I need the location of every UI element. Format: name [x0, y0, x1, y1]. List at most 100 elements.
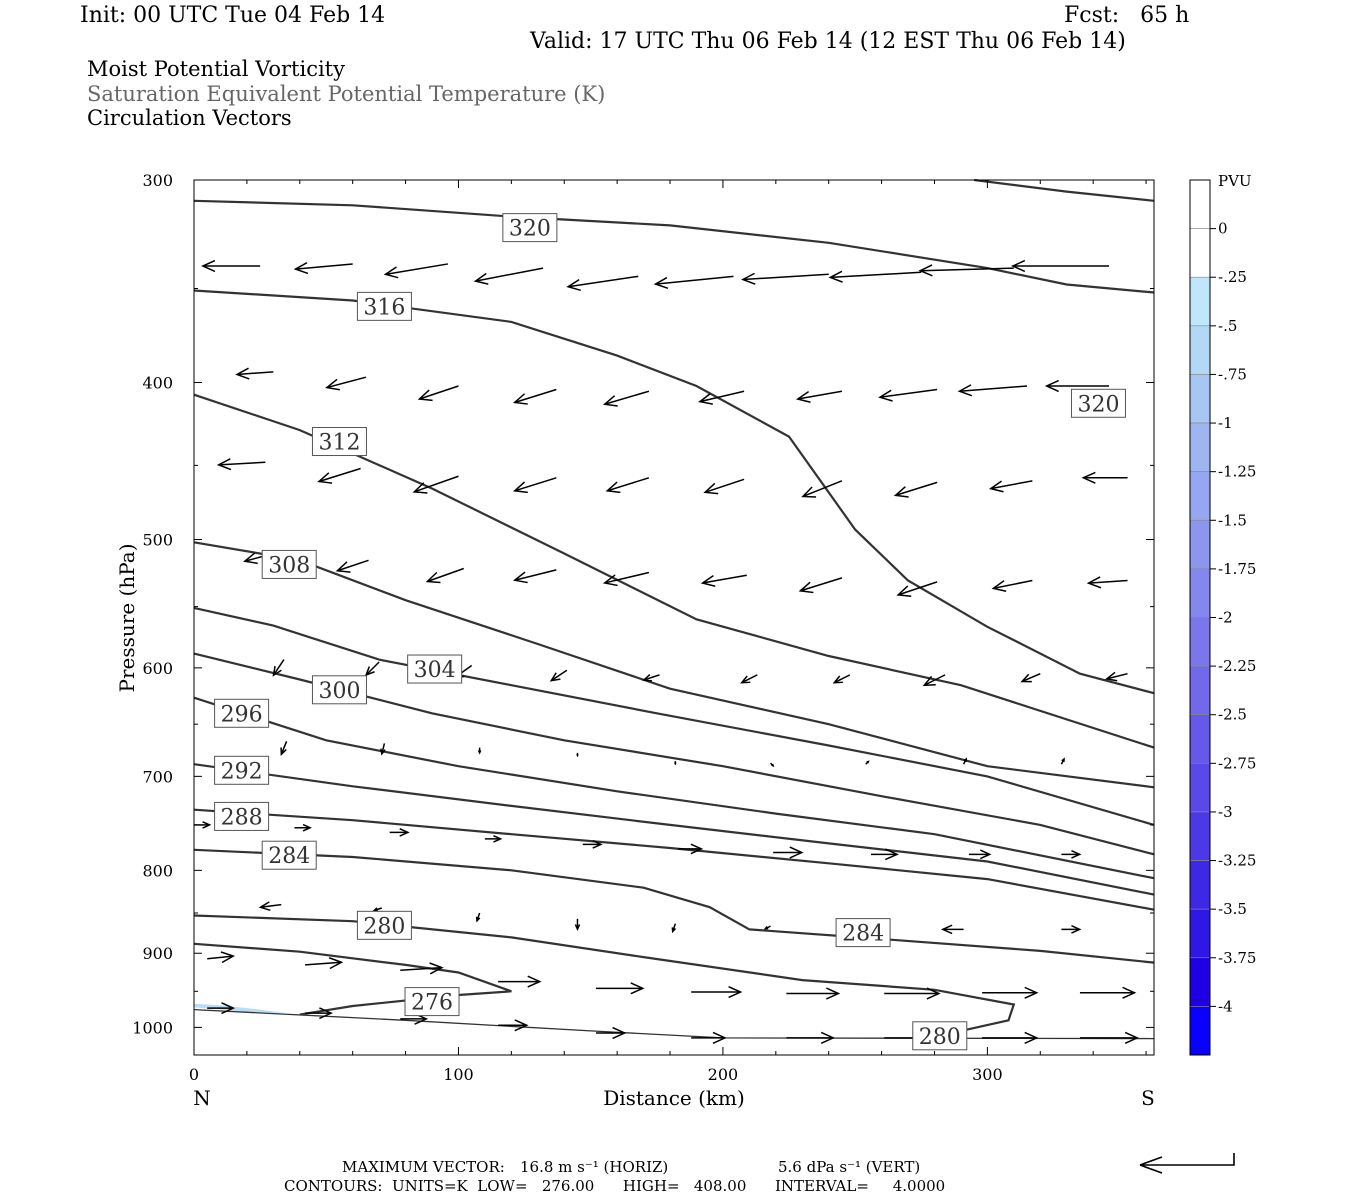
- vector-shaft: [272, 659, 285, 676]
- vector-head: [740, 675, 751, 684]
- vector-head: [795, 390, 811, 403]
- vector-head: [425, 571, 441, 584]
- vector-head: [980, 849, 992, 860]
- vector-shaft: [1088, 579, 1128, 584]
- vector-shaft: [643, 674, 660, 681]
- vector-shaft: [655, 275, 734, 285]
- vector-head: [242, 552, 258, 565]
- contour-layer: [193, 178, 1155, 1040]
- circulation-vector: [602, 390, 650, 407]
- theta-es-contour: [193, 606, 1155, 826]
- colorbar-label: -2.5: [1218, 706, 1247, 724]
- vector-head: [918, 264, 933, 277]
- vector-shaft: [567, 275, 639, 288]
- vector-head: [235, 367, 250, 380]
- vector-head: [878, 389, 893, 402]
- circulation-vector: [1020, 673, 1041, 683]
- vector-head: [1061, 757, 1065, 762]
- vector-head: [317, 472, 333, 484]
- theta-es-contour: [974, 178, 1155, 202]
- circulation-vector: [425, 567, 465, 584]
- circulation-vector: [216, 458, 266, 471]
- forecast-hour: Fcst: 65 h: [1064, 3, 1190, 28]
- vector-shaft: [236, 371, 274, 376]
- colorbar-bin: [1189, 811, 1211, 861]
- vector-head: [653, 276, 669, 290]
- vector-shaft: [218, 461, 266, 466]
- circulation-vector: [372, 907, 383, 912]
- vector-head: [280, 747, 287, 757]
- vector-head: [798, 581, 814, 594]
- circulation-vector: [741, 272, 829, 285]
- vector-shaft: [207, 955, 234, 960]
- contour-label: 296: [221, 702, 263, 727]
- circulation-vector: [498, 975, 542, 988]
- circulation-vector: [896, 581, 938, 597]
- vector-layer: [194, 259, 1139, 1044]
- circulation-vector: [484, 835, 503, 843]
- circulation-vector: [498, 1019, 529, 1032]
- colorbar-bin: [1189, 422, 1211, 472]
- vector-head: [202, 821, 212, 829]
- circulation-vector: [795, 390, 843, 403]
- colorbar-bin: [1189, 1006, 1211, 1056]
- contour-label-layer: 3203203163123083043002962922882842842802…: [214, 213, 1126, 1051]
- circulation-vector: [653, 275, 734, 290]
- circulation-vector: [918, 264, 1014, 277]
- contour-label-box: [214, 698, 270, 728]
- vector-head: [417, 389, 433, 402]
- y-tick-label: 400: [142, 373, 173, 392]
- field-title-theta-es: Saturation Equivalent Potential Temperat…: [87, 82, 606, 106]
- vector-shaft: [1021, 673, 1041, 683]
- circulation-vector: [763, 925, 771, 930]
- vector-shaft: [419, 385, 459, 400]
- contour-label-box: [311, 675, 367, 705]
- circulation-vector: [671, 923, 677, 934]
- circulation-vector: [703, 478, 745, 495]
- vector-head: [826, 987, 841, 1000]
- vector-shaft: [607, 477, 650, 492]
- vector-head: [630, 982, 645, 995]
- colorbar-bin: [1189, 763, 1211, 813]
- reference-vector: [1139, 1153, 1235, 1174]
- circulation-vector: [412, 475, 459, 494]
- vector-shaft: [514, 569, 557, 581]
- vector-shaft: [400, 966, 442, 971]
- vector-head: [272, 665, 282, 677]
- vector-head: [674, 762, 677, 766]
- circulation-vector: [235, 367, 274, 380]
- circulation-vector: [512, 477, 557, 494]
- y-tick-label: 600: [142, 659, 173, 678]
- vector-head: [293, 262, 309, 275]
- colorbar-bin: [1189, 908, 1211, 959]
- colorbar-label: -2: [1218, 609, 1233, 627]
- vector-shaft: [280, 741, 288, 755]
- colorbar-bin: [1189, 568, 1211, 618]
- colorbar-bin: [1189, 471, 1211, 521]
- circulation-vector: [691, 1031, 727, 1044]
- vector-head: [399, 828, 410, 837]
- contour-label: 288: [221, 805, 263, 830]
- x-tick-label: 300: [972, 1065, 1003, 1084]
- circulation-vector: [982, 1031, 1039, 1044]
- contour-label: 312: [318, 431, 360, 456]
- circulation-vector: [549, 669, 568, 682]
- circulation-vector: [1060, 757, 1065, 765]
- circulation-vector: [1079, 986, 1137, 999]
- axis-layer: 300 400 500 600 700 800 900 1000 0 100 200 300: [132, 171, 1154, 1084]
- contour-label-box: [356, 291, 412, 321]
- circulation-vector: [1086, 576, 1128, 589]
- max-vector-horiz: 16.8 m s⁻¹ (HORIZ): [520, 1158, 669, 1176]
- theta-es-contour: [193, 763, 1155, 896]
- pv-shading-layer: [194, 1003, 287, 1014]
- vector-head: [512, 393, 528, 405]
- vector-head: [566, 278, 581, 292]
- circulation-vector: [473, 267, 544, 285]
- theta-es-contour: [193, 848, 1155, 964]
- y-axis-label: Pressure (hPa): [115, 544, 139, 693]
- max-vector-label: MAXIMUM VECTOR:: [342, 1158, 505, 1176]
- vector-head: [512, 481, 528, 494]
- vector-head: [703, 482, 719, 495]
- vector-head: [221, 1002, 236, 1015]
- vector-head: [832, 675, 843, 684]
